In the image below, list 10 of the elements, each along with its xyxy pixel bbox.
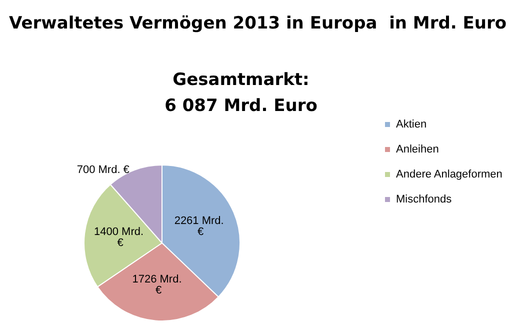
chart-title: Verwaltetes Vermögen 2013 in Europa in Mrd. Euro: [9, 14, 507, 34]
data-label: 1726 Mrd. €: [132, 273, 185, 296]
legend-label: Andere Anlageformen: [396, 168, 502, 180]
data-label: 1400 Mrd. €: [94, 226, 147, 250]
legend-label: Aktien: [396, 118, 427, 130]
data-label: 2261 Mrd. €: [174, 214, 227, 238]
data-label: 700 Mrd. €: [76, 164, 130, 176]
chart-subtitle: Gesamtmarkt: 6 087 Mrd. Euro: [164, 70, 318, 116]
legend-label: Mischfonds: [396, 194, 452, 206]
legend-label: Anleihen: [396, 144, 439, 156]
